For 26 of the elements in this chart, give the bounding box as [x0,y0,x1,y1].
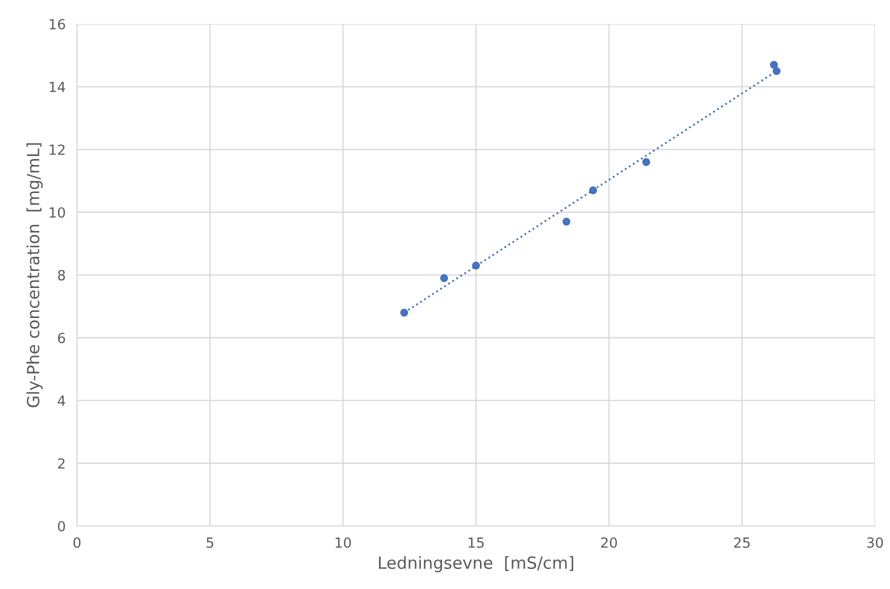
x-tick-label: 5 [206,538,214,548]
y-tick-label: 14 [50,82,66,92]
point [642,158,650,166]
point [770,60,778,69]
x-tick-label: 10 [336,537,351,548]
x-axis-title: Ledningsevne [mS/cm] [379,556,574,572]
x-tick-label: 30 [867,537,883,548]
y-tick-label: 10 [50,207,65,218]
point [589,186,597,194]
point [562,218,570,226]
x-tick-label: 20 [601,537,617,548]
point [400,308,408,317]
y-tick-label: 4 [58,396,66,406]
x-tick-label: 0 [73,537,80,548]
x-tick-label: 15 [468,538,484,548]
y-tick-label: 0 [58,520,65,532]
y-tick-label: 2 [58,458,64,469]
y-tick-label: 8 [58,270,65,280]
y-tick-label: 12 [50,144,64,155]
point [772,67,781,76]
y-tick-label: 16 [50,18,66,30]
y-tick-label: 6 [58,332,66,344]
point [440,274,448,282]
y-axis-title: Gly-Phe concentration [mg/mL] [26,143,43,408]
point [472,262,480,270]
x-tick-label: 25 [734,537,750,548]
